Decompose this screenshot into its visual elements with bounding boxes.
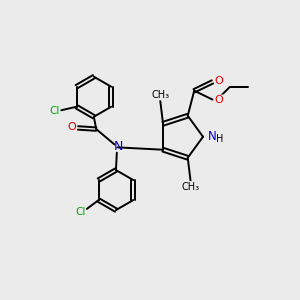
- Text: O: O: [214, 76, 223, 86]
- Text: N: N: [208, 130, 216, 143]
- Text: H: H: [215, 134, 223, 144]
- Text: O: O: [214, 95, 223, 105]
- Text: CH₃: CH₃: [182, 182, 200, 192]
- Text: Cl: Cl: [49, 106, 60, 116]
- Text: O: O: [67, 122, 76, 132]
- Text: CH₃: CH₃: [151, 90, 169, 100]
- Text: N: N: [113, 140, 123, 153]
- Text: Cl: Cl: [75, 207, 85, 217]
